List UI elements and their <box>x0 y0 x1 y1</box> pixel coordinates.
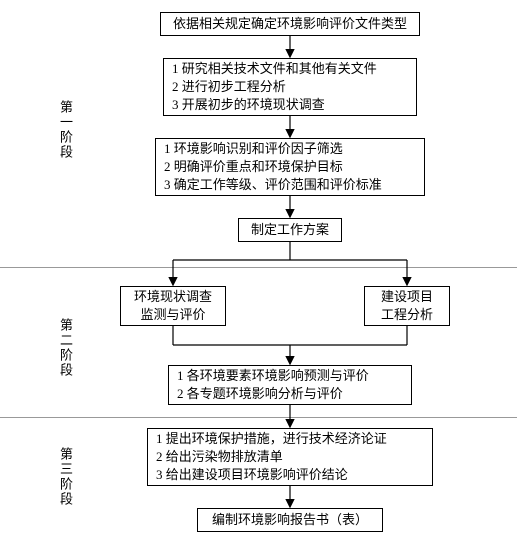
line-1: 环境现状调查 <box>129 288 217 306</box>
flowchart-canvas: 第一阶段 第二阶段 第三阶段 依据相关规定确定环境影响评价文件类型 <box>0 0 517 541</box>
node-project-analysis: 建设项目 工程分析 <box>364 286 450 326</box>
node-protection-measures: 1 提出环境保护措施，进行技术经济论证 2 给出污染物排放清单 3 给出建设项目… <box>147 428 433 486</box>
node-env-survey: 环境现状调查 监测与评价 <box>120 286 226 326</box>
node-work-plan: 制定工作方案 <box>238 218 342 242</box>
line-2: 2 各专题环境影响分析与评价 <box>177 385 403 403</box>
node-impact-prediction: 1 各环境要素环境影响预测与评价 2 各专题环境影响分析与评价 <box>168 365 412 405</box>
line-2: 2 明确评价重点和环境保护目标 <box>164 158 416 176</box>
line-1: 1 提出环境保护措施，进行技术经济论证 <box>156 430 424 448</box>
node-compile-report: 编制环境影响报告书（表） <box>197 508 383 532</box>
line-1: 1 环境影响识别和评价因子筛选 <box>164 140 416 158</box>
line-1: 建设项目 <box>373 288 441 306</box>
node-determine-doc-type: 依据相关规定确定环境影响评价文件类型 <box>160 12 420 36</box>
node-text: 依据相关规定确定环境影响评价文件类型 <box>173 15 407 33</box>
line-2: 2 给出污染物排放清单 <box>156 448 424 466</box>
line-1: 1 研究相关技术文件和其他有关文件 <box>172 60 408 78</box>
node-preliminary-study: 1 研究相关技术文件和其他有关文件 2 进行初步工程分析 3 开展初步的环境现状… <box>163 58 417 116</box>
line-2: 工程分析 <box>373 306 441 324</box>
line-3: 3 开展初步的环境现状调查 <box>172 96 408 114</box>
node-text: 制定工作方案 <box>251 221 329 239</box>
line-2: 监测与评价 <box>129 306 217 324</box>
line-1: 1 各环境要素环境影响预测与评价 <box>177 367 403 385</box>
line-2: 2 进行初步工程分析 <box>172 78 408 96</box>
node-text: 编制环境影响报告书（表） <box>212 511 368 529</box>
line-3: 3 确定工作等级、评价范围和评价标准 <box>164 176 416 194</box>
line-3: 3 给出建设项目环境影响评价结论 <box>156 466 424 484</box>
node-impact-identify: 1 环境影响识别和评价因子筛选 2 明确评价重点和环境保护目标 3 确定工作等级… <box>155 138 425 196</box>
